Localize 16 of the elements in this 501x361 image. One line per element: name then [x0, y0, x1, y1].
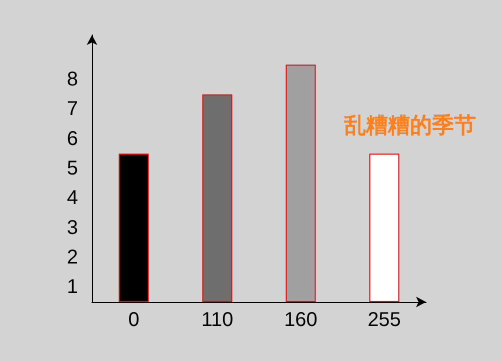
y-tick-label: 7: [66, 98, 78, 120]
y-tick-label: 4: [66, 187, 78, 210]
x-tick-label: 255: [368, 309, 401, 331]
y-tick-label: 6: [66, 128, 78, 150]
x-tick-label: 160: [284, 309, 318, 331]
x-tick-label: 0: [128, 309, 140, 331]
y-tick-label: 3: [66, 216, 78, 239]
bar: [369, 154, 400, 302]
y-tick-label: 8: [66, 68, 78, 90]
text: 乱糟糟的季节: [343, 114, 476, 138]
y-tick-label: 5: [66, 158, 78, 180]
x-tick-label: 110: [201, 309, 234, 331]
y-tick-label: 2: [66, 246, 78, 268]
y-tick-label: 1: [66, 276, 78, 298]
bar: [286, 64, 316, 302]
bar: [202, 94, 232, 302]
